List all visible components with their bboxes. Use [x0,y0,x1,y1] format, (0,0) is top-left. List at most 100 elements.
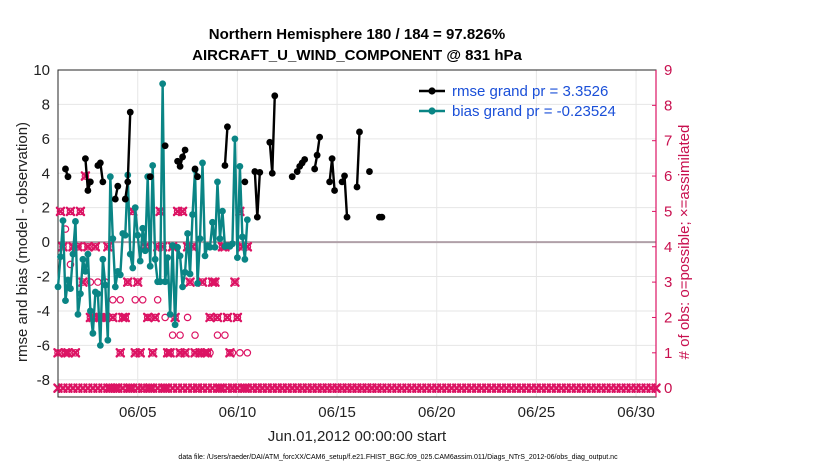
bias-series-point [84,250,92,258]
rmse-series-point [146,173,154,181]
legend-rmse-marker [428,87,436,95]
bias-series-point [77,290,84,298]
rmse-series-point [62,165,69,173]
obs-possible-marker [148,349,157,357]
rmse-series-point [356,128,363,136]
obs-possible-marker [91,242,100,251]
rmse-series-point [253,213,261,221]
x-axis-label: Jun.01,2012 00:00:00 start [268,428,447,445]
bias-series-point [134,231,142,239]
bias-series-point [74,310,82,318]
obs-possible-marker [84,242,92,251]
rmse-series-point [241,178,249,186]
y2-tick-label: 5 [664,203,672,220]
bias-series-point [129,264,137,272]
obs-possible-marker [206,313,214,322]
legend-rmse-label: rmse grand pr = 3.3526 [452,83,608,100]
obs-possible-marker [203,349,212,357]
obs-possible-marker [131,295,140,304]
rmse-series-point [256,169,264,176]
bias-series-point [194,280,201,287]
obs-possible-marker [161,313,169,322]
bias-series-point [101,281,109,289]
rmse-series-point [114,182,122,190]
obs-possible-marker [233,313,242,322]
bias-series-point [214,178,221,186]
bias-series-point [201,252,209,260]
y-tick-label: -8 [37,372,50,389]
chart-subtitle: AIRCRAFT_U_WIND_COMPONENT @ 831 hPa [192,47,522,64]
bias-series-point [126,250,134,258]
obs-possible-marker [231,278,239,286]
bias-series-point [57,253,64,261]
obs-possible-marker [131,349,140,357]
bias-series-point [136,257,144,265]
bias-series-point [156,278,164,286]
obs-assimilated-mark [372,383,382,393]
rmse-series-point [331,187,338,194]
obs-possible-marker [176,349,184,357]
obs-possible-marker [66,260,75,269]
obs-possible-marker [226,349,234,357]
rmse-series-point [111,195,119,203]
rmse-series-point [194,173,201,181]
obs-possible-marker [228,349,237,357]
bias-series-point [243,216,251,224]
obs-possible-marker [136,349,145,357]
rmse-series-point [181,146,189,154]
obs-possible-marker [186,278,194,286]
obs-possible-marker [138,295,147,304]
bias-series-point [209,218,216,226]
rmse-series-point [288,173,296,181]
rmse-series-point [293,168,301,175]
x-tick-label: 06/15 [318,404,356,421]
bias-series-point [211,243,219,251]
obs-possible-marker [123,278,132,286]
bias-series-point [184,230,191,237]
bias-series-point [171,321,179,329]
y2-tick-label: 8 [664,97,672,114]
rmse-series-point [176,162,184,170]
obs-possible-marker [76,207,85,216]
rmse-series-point [84,187,92,194]
y-tick-label: 4 [42,165,50,182]
legend-bias-label: bias grand pr = -0.23524 [452,103,616,120]
rmse-series-point [126,108,134,116]
bias-series-point [186,270,194,278]
y-tick-label: 6 [42,131,50,148]
bias-series-point [69,250,77,258]
obs-possible-marker [223,313,232,322]
bias-series-point [54,283,62,291]
bias-series-point [206,243,214,251]
obs-possible-marker [56,207,65,216]
obs-possible-marker [71,349,80,357]
obs-possible-marker [211,278,219,286]
obs-possible-marker [198,349,207,357]
obs-possible-marker [64,349,72,357]
bias-series-point [231,135,239,143]
obs-possible-marker [178,207,187,216]
series-layer [54,80,386,349]
rmse-series-point [96,159,104,167]
bias-series-point [229,240,236,248]
bias-series-point [79,255,87,263]
rmse-series-point [301,156,309,163]
chart-title: Northern Hemisphere 180 / 184 = 97.826% [209,26,505,43]
rmse-series-point [366,168,373,175]
legend-bias-marker [428,107,436,115]
bias-series-point [99,255,107,263]
legend: rmse grand pr = 3.3526 bias grand pr = -… [419,83,616,120]
bias-series-point [241,255,249,263]
bias-series-point [89,329,97,337]
x-tick-label: 06/20 [418,404,456,421]
obs-assimilated-mark [651,383,661,393]
obs-possible-marker [79,278,87,286]
obs-possible-marker [121,313,130,322]
rmse-series-point [124,178,132,186]
obs-possible-marker [183,313,192,322]
bias-series-point [164,254,172,261]
obs-possible-marker [138,384,147,392]
bias-series-point [149,162,157,169]
rmse-series-line [355,131,361,188]
obs-possible-marker [79,242,87,251]
